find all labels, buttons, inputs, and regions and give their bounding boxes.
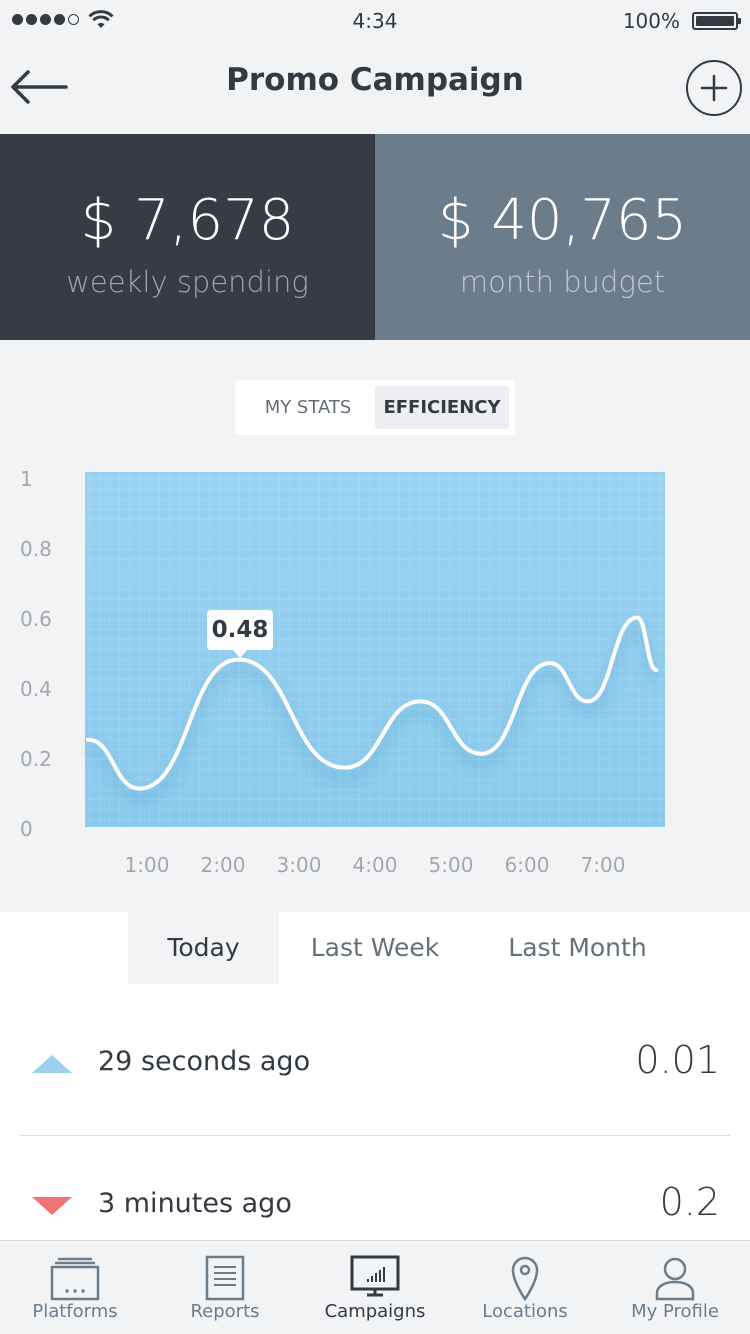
y-tick-label: 0.8 xyxy=(20,537,52,561)
profile-icon xyxy=(655,1257,695,1301)
x-tick-label: 2:00 xyxy=(200,853,246,877)
chart-plot xyxy=(85,472,665,827)
battery-percentage: 100% xyxy=(622,9,680,33)
weekly-spending-label: weekly spending xyxy=(66,265,309,299)
activity-time: 3 minutes ago xyxy=(98,1188,292,1219)
efficiency-chart: 1 0.8 0.6 0.4 0.2 0 1:00 2:00 3:00 4:00 … xyxy=(0,460,750,900)
month-budget-value: $ 40,765 xyxy=(437,188,688,253)
tab-label: Campaigns xyxy=(324,1301,426,1322)
status-time: 4:34 xyxy=(352,9,398,33)
y-tick-label: 0.2 xyxy=(20,747,52,771)
page-title: Promo Campaign xyxy=(226,62,524,98)
chart-value-tooltip: 0.48 xyxy=(207,610,273,658)
tab-campaigns[interactable]: Campaigns xyxy=(300,1241,450,1334)
trend-up-icon xyxy=(32,1055,72,1073)
tab-label: Platforms xyxy=(32,1301,118,1322)
tab-label: Reports xyxy=(190,1301,260,1322)
month-budget-label: month budget xyxy=(459,265,666,299)
activity-time: 29 seconds ago xyxy=(98,1046,311,1077)
y-tick-label: 0 xyxy=(20,817,33,841)
tab-today[interactable]: Today xyxy=(128,912,279,984)
tab-my-profile[interactable]: My Profile xyxy=(600,1241,750,1334)
wifi-icon xyxy=(88,10,114,28)
x-tick-label: 3:00 xyxy=(276,853,322,877)
y-tick-label: 0.6 xyxy=(20,607,52,631)
campaigns-icon xyxy=(350,1255,400,1297)
tab-platforms[interactable]: Platforms xyxy=(0,1241,150,1334)
tab-last-week[interactable]: Last Week xyxy=(310,933,440,962)
stat-cards: $ 7,678 weekly spending $ 40,765 month b… xyxy=(0,134,750,340)
battery-icon xyxy=(692,12,741,30)
add-button[interactable] xyxy=(686,60,742,116)
location-pin-icon xyxy=(511,1256,539,1301)
x-tick-label: 5:00 xyxy=(428,853,474,877)
x-tick-label: 4:00 xyxy=(352,853,398,877)
y-tick-label: 0.4 xyxy=(20,677,52,701)
weekly-spending-value: $ 7,678 xyxy=(80,188,295,253)
month-budget-card: $ 40,765 month budget xyxy=(375,134,750,340)
signal-strength-icon xyxy=(12,14,79,25)
chart-grid xyxy=(85,472,665,827)
stats-segmented-control: MY STATS EFFICIENCY xyxy=(235,380,515,435)
divider xyxy=(20,1135,730,1136)
status-bar: 4:34 100% xyxy=(0,0,750,42)
plus-icon xyxy=(700,74,728,102)
back-button[interactable] xyxy=(8,64,70,110)
tab-locations[interactable]: Locations xyxy=(450,1241,600,1334)
tab-label: My Profile xyxy=(631,1301,719,1322)
reports-icon xyxy=(205,1255,245,1301)
activity-value: 0.2 xyxy=(659,1180,720,1224)
weekly-spending-card: $ 7,678 weekly spending xyxy=(0,134,375,340)
bottom-tab-bar: Platforms Reports Campaigns Locations My… xyxy=(0,1240,750,1334)
y-tick-label: 1 xyxy=(20,467,33,491)
trend-down-icon xyxy=(32,1197,72,1215)
x-tick-label: 7:00 xyxy=(580,853,626,877)
list-item[interactable]: 3 minutes ago 0.2 xyxy=(20,1136,730,1276)
segment-efficiency[interactable]: EFFICIENCY xyxy=(375,386,509,429)
tab-reports[interactable]: Reports xyxy=(150,1241,300,1334)
tab-label: Locations xyxy=(482,1301,568,1322)
segment-my-stats[interactable]: MY STATS xyxy=(264,397,352,418)
efficiency-line xyxy=(86,615,659,791)
platforms-icon xyxy=(50,1257,100,1301)
x-tick-label: 1:00 xyxy=(124,853,170,877)
back-arrow-icon xyxy=(11,70,68,104)
x-tick-label: 6:00 xyxy=(504,853,550,877)
list-item[interactable]: 29 seconds ago 0.01 xyxy=(20,992,730,1132)
activity-value: 0.01 xyxy=(635,1038,720,1082)
range-tab-panel: Today Last Week Last Month 29 seconds ag… xyxy=(0,912,750,1242)
tab-last-month[interactable]: Last Month xyxy=(508,933,647,962)
nav-bar: Promo Campaign xyxy=(0,42,750,134)
